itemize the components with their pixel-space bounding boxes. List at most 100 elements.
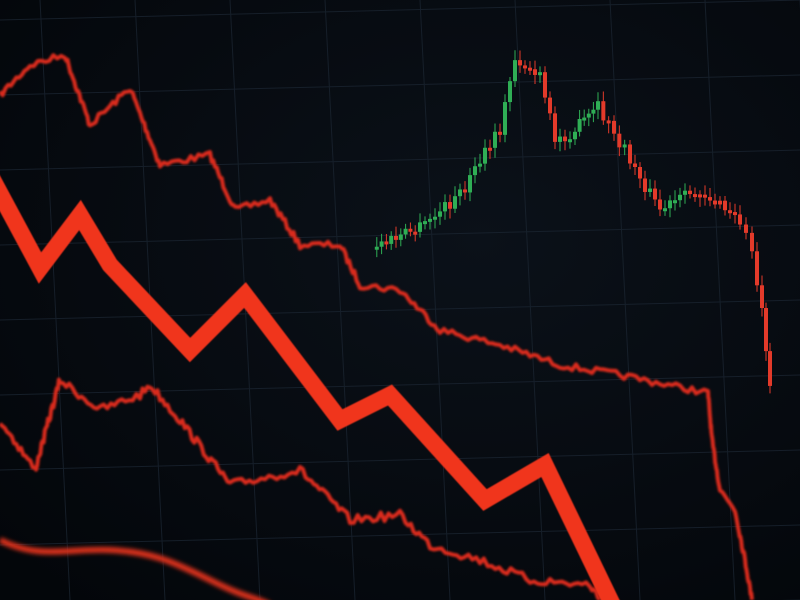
candle-body: [503, 102, 507, 135]
candle-body: [653, 188, 657, 200]
candle-body: [418, 222, 422, 232]
candle-body: [379, 241, 384, 247]
candle-body: [374, 246, 379, 250]
candle-body: [568, 139, 572, 143]
candle-body: [443, 202, 447, 212]
candle-body: [708, 197, 712, 201]
candle-body: [638, 167, 642, 179]
candle-body: [678, 194, 682, 201]
candle-body: [433, 216, 437, 220]
candle-body: [577, 118, 582, 132]
grid-line: [39, 0, 71, 600]
candle-body: [617, 133, 622, 148]
grid-line: [0, 524, 800, 546]
candle-body: [558, 136, 562, 142]
candle-body: [573, 131, 577, 140]
candle-body: [398, 234, 403, 240]
candle-body: [423, 221, 427, 225]
candle-body: [428, 218, 432, 222]
candle-body: [612, 120, 616, 134]
candle-body: [473, 166, 477, 176]
candle-body: [448, 202, 452, 209]
candle-body: [643, 178, 647, 192]
grid-line: [609, 0, 641, 600]
candle-body: [518, 60, 522, 66]
candle-body: [648, 188, 652, 192]
candle-body: [760, 285, 764, 309]
candle-body: [394, 235, 398, 240]
candle-body: [658, 199, 662, 210]
candle-body: [633, 163, 637, 168]
candle-body: [755, 251, 759, 286]
candle-body: [586, 113, 591, 118]
candlesticks: [374, 50, 772, 394]
trend-line-upper: [0, 53, 754, 600]
candle-body: [693, 194, 697, 198]
candle-body: [483, 147, 487, 164]
main-zigzag: [0, 175, 620, 600]
grid-line: [0, 449, 800, 471]
candle-body: [513, 60, 517, 82]
candle-body: [468, 175, 472, 193]
trend-lines: [0, 53, 754, 600]
grid-line: [0, 299, 800, 321]
grid-line: [0, 0, 800, 21]
candle-body: [768, 351, 772, 386]
candle-body: [533, 69, 537, 75]
candle-body: [744, 224, 748, 233]
candle-body: [438, 211, 442, 217]
candle-body: [703, 194, 707, 198]
candle-body: [498, 131, 502, 135]
candle-body: [528, 67, 532, 71]
candle-body: [723, 200, 727, 211]
candle-body: [538, 72, 542, 76]
candle-body: [493, 131, 497, 148]
grid-line: [0, 374, 800, 396]
candle-body: [713, 200, 717, 205]
candle-body: [478, 163, 482, 167]
candle-body: [601, 101, 606, 121]
trend-line-bottom: [0, 537, 267, 600]
candle-body: [458, 189, 462, 197]
candle-body: [606, 120, 611, 124]
candle-body: [543, 72, 547, 98]
candle-body: [384, 241, 389, 245]
candle-body: [596, 101, 600, 110]
candle-body: [764, 308, 768, 352]
grid-line: [0, 149, 800, 171]
candle-body: [750, 232, 754, 252]
candle-body: [563, 136, 567, 142]
candle-body: [508, 81, 512, 103]
candle-body: [628, 144, 632, 164]
candle-body: [582, 117, 587, 121]
candle-body: [591, 109, 596, 114]
candle-body: [622, 144, 627, 148]
candle-body: [673, 200, 677, 204]
candle-body: [668, 200, 672, 209]
candle-body: [738, 214, 742, 225]
candle-body: [453, 196, 457, 209]
grid-line: [514, 0, 546, 600]
candle-body: [718, 200, 722, 205]
candle-body: [463, 189, 467, 193]
candle-body: [553, 113, 557, 142]
candle-body: [698, 194, 702, 198]
candle-body: [688, 190, 692, 195]
candle-body: [488, 147, 492, 151]
candle-body: [523, 65, 527, 69]
candle-body: [663, 208, 667, 212]
trend-line-lower: [0, 377, 602, 600]
candle-body: [728, 210, 732, 214]
candle-body: [413, 231, 418, 235]
candle-body: [733, 212, 737, 216]
candle-body: [683, 190, 687, 195]
candle-body: [408, 228, 413, 232]
candle-body: [403, 228, 408, 235]
grid-line: [324, 0, 356, 600]
grid-line: [419, 0, 451, 600]
candle-body: [548, 97, 552, 114]
candle-body: [389, 235, 394, 244]
